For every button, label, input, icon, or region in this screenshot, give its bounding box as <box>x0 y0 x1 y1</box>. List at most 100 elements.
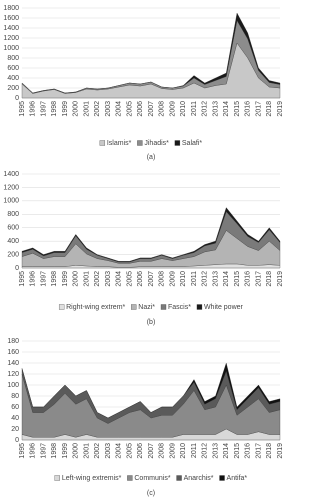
x-tick-label: 2019 <box>277 443 284 459</box>
y-tick-label: 800 <box>7 211 19 218</box>
x-tick-label: 2009 <box>169 271 176 287</box>
legend-label: Antifa* <box>227 475 248 482</box>
y-tick-label: 800 <box>7 55 19 62</box>
y-tick-label: 600 <box>7 225 19 232</box>
x-tick-label: 2017 <box>255 443 262 459</box>
x-tick-label: 2010 <box>180 271 187 287</box>
x-tick-label: 2014 <box>223 101 230 117</box>
y-tick-label: 200 <box>7 85 19 92</box>
legend-item: Salafi* <box>174 140 203 147</box>
x-tick-label: 2000 <box>73 443 80 459</box>
legend-swatch <box>219 475 225 481</box>
y-tick-label: 1400 <box>3 171 19 178</box>
legend-label: Communis* <box>134 475 170 482</box>
x-tick-label: 2006 <box>137 101 144 117</box>
x-tick-label: 2016 <box>245 443 252 459</box>
x-tick-label: 2004 <box>116 443 123 459</box>
x-tick-label: 2007 <box>148 271 155 287</box>
legend-label: Anarchis* <box>184 475 214 482</box>
x-tick-label: 1997 <box>40 271 47 287</box>
x-tick-label: 1998 <box>51 271 58 287</box>
y-tick-label: 0 <box>15 437 19 444</box>
legend-label: Fascis* <box>168 304 191 311</box>
x-tick-label: 2014 <box>223 443 230 459</box>
x-tick-label: 2013 <box>212 101 219 117</box>
x-tick-label: 2012 <box>202 443 209 459</box>
x-tick-label: 1997 <box>40 101 47 117</box>
x-tick-label: 1995 <box>19 271 26 287</box>
x-tick-label: 2019 <box>277 101 284 117</box>
legend-swatch <box>54 475 60 481</box>
legend-item: Jihadis* <box>137 140 169 147</box>
x-tick-label: 2017 <box>255 271 262 287</box>
x-tick-label: 2008 <box>159 443 166 459</box>
y-tick-label: 200 <box>7 251 19 258</box>
x-tick-label: 2013 <box>212 271 219 287</box>
x-tick-label: 2016 <box>245 271 252 287</box>
legend-item: Antifa* <box>219 475 248 482</box>
x-tick-label: 2012 <box>202 101 209 117</box>
legend-item: Fascis* <box>160 304 191 311</box>
x-tick-label: 2018 <box>266 271 273 287</box>
y-tick-label: 400 <box>7 238 19 245</box>
x-tick-label: 2017 <box>255 101 262 117</box>
y-tick-label: 60 <box>11 404 19 411</box>
x-tick-label: 1999 <box>62 443 69 459</box>
y-tick-label: 1400 <box>3 25 19 32</box>
x-tick-label: 2007 <box>148 101 155 117</box>
x-tick-label: 2016 <box>245 101 252 117</box>
y-tick-label: 1600 <box>3 15 19 22</box>
y-tick-label: 140 <box>7 360 19 367</box>
area <box>21 207 281 263</box>
x-tick-label: 2015 <box>234 101 241 117</box>
y-tick-label: 20 <box>11 426 19 433</box>
y-tick-label: 1800 <box>3 5 19 12</box>
area <box>21 42 281 99</box>
legend-item: Left-wing extremis* <box>54 475 122 482</box>
x-tick-label: 1999 <box>62 271 69 287</box>
x-tick-label: 2004 <box>116 271 123 287</box>
x-tick-label: 2009 <box>169 443 176 459</box>
y-tick-label: 180 <box>7 338 19 345</box>
legend-label: Salafi* <box>182 140 203 147</box>
legend-label: Nazi* <box>138 304 155 311</box>
x-tick-label: 2013 <box>212 443 219 459</box>
y-tick-label: 1200 <box>3 35 19 42</box>
x-tick-label: 1998 <box>51 101 58 117</box>
x-tick-label: 2006 <box>137 443 144 459</box>
x-tick-label: 2009 <box>169 101 176 117</box>
area <box>21 362 281 419</box>
area <box>21 12 281 94</box>
x-tick-label: 2019 <box>277 271 284 287</box>
legend-swatch <box>127 475 133 481</box>
x-tick-label: 2014 <box>223 271 230 287</box>
legend-label: Left-wing extremis* <box>62 475 122 482</box>
y-tick-label: 400 <box>7 75 19 82</box>
x-tick-label: 2018 <box>266 101 273 117</box>
y-tick-label: 0 <box>15 95 19 102</box>
y-tick-label: 1000 <box>3 198 19 205</box>
y-tick-label: 40 <box>11 415 19 422</box>
x-tick-label: 1995 <box>19 443 26 459</box>
caption: (b) <box>147 319 156 326</box>
y-tick-label: 0 <box>15 265 19 272</box>
legend-swatch <box>160 304 167 310</box>
x-tick-label: 2008 <box>159 101 166 117</box>
legend-item: Nazi* <box>131 304 155 311</box>
y-tick-label: 80 <box>11 393 19 400</box>
x-tick-label: 2003 <box>105 271 112 287</box>
caption: (c) <box>147 490 155 497</box>
x-tick-label: 2005 <box>126 101 133 117</box>
x-tick-label: 2001 <box>83 443 90 459</box>
x-tick-label: 1996 <box>30 271 37 287</box>
legend-swatch <box>174 140 181 146</box>
x-tick-label: 2010 <box>180 443 187 459</box>
x-tick-label: 1999 <box>62 101 69 117</box>
x-tick-label: 2002 <box>94 101 101 117</box>
x-tick-label: 2005 <box>126 271 133 287</box>
x-tick-label: 2000 <box>73 271 80 287</box>
legend-item: Communis* <box>127 475 171 482</box>
y-tick-label: 600 <box>7 65 19 72</box>
legend-label: Jihadis* <box>144 140 169 147</box>
legend-swatch <box>99 140 106 146</box>
